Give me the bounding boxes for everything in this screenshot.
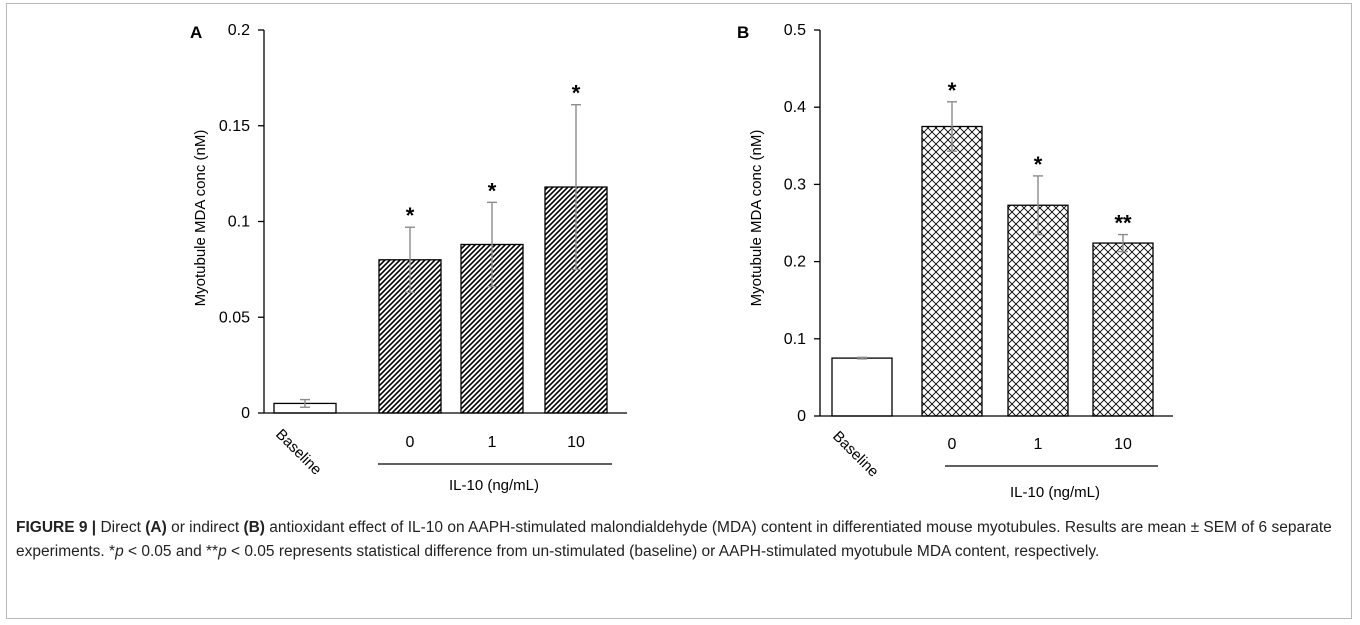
panel-a-x-group-label: IL-10 (ng/mL) — [449, 477, 539, 494]
panel-a-error-bar — [405, 226, 415, 294]
caption-text: < 0.05 and ** — [123, 543, 219, 560]
caption-text: or indirect — [166, 519, 244, 536]
panel-b-error-bar — [1033, 175, 1043, 236]
panel-b-x-tick-label: 10 — [1114, 436, 1132, 453]
figure-caption: FIGURE 9 | Direct (A) or indirect (B) an… — [16, 516, 1336, 564]
panel-a-label: A — [190, 23, 202, 42]
panel-a-y-tick-label: 0.1 — [228, 214, 250, 231]
panel-b-y-tick-label: 0 — [797, 408, 806, 425]
panel-b-bar-10 — [1092, 242, 1154, 417]
panel-a-error-bar — [571, 103, 581, 271]
caption-panel-ref-b: (B) — [243, 519, 265, 536]
panel-b-x-tick-label: 0 — [948, 436, 957, 453]
panel-b-y-tick-label: 0.1 — [784, 331, 806, 348]
panel-b-bar-1 — [1007, 204, 1069, 417]
caption-p-symbol: p — [115, 543, 124, 560]
panel-a-x-tick-label: 0 — [406, 434, 415, 451]
panel-a-significance-markers: * * * — [406, 81, 581, 229]
panel-b-error-bar — [947, 101, 957, 152]
figure-number: FIGURE 9 | — [16, 519, 97, 536]
panel-a-y-tick-label: 0.05 — [219, 309, 250, 326]
caption-text: < 0.05 represents statistical difference… — [226, 543, 1100, 560]
panel-b-error-bars — [857, 101, 1128, 360]
caption-panel-ref-a: (A) — [145, 519, 167, 536]
panel-b-significance-markers: **** — [948, 78, 1132, 236]
chart-panel-b: B Myotubule MDA conc (nM) IL-10 (ng/mL) … — [737, 22, 1173, 501]
panel-b-y-tick-label: 0.5 — [784, 22, 806, 39]
panel-b-bar-baseline — [831, 357, 893, 417]
panel-b-y-tick-label: 0.2 — [784, 254, 806, 271]
panel-a-significance-marker: * — [406, 203, 415, 228]
panel-b-significance-marker: * — [1034, 152, 1043, 177]
panel-a-y-tick-label: 0.15 — [219, 118, 250, 135]
panel-a-significance-marker: * — [488, 178, 497, 203]
panel-b-x-tick-label: 1 — [1034, 436, 1043, 453]
panel-a-y-tick-label: 0.2 — [228, 22, 250, 39]
panel-a-x-tick-label: 1 — [488, 434, 497, 451]
panel-a-error-bar — [487, 201, 497, 288]
panel-b-y-tick-label: 0.4 — [784, 99, 806, 116]
panel-a-error-bar — [300, 398, 310, 408]
panel-b-x-tick-label: Baseline — [829, 428, 882, 481]
panel-b-significance-marker: * — [948, 78, 957, 103]
panel-a-significance-marker: * — [572, 81, 581, 106]
panel-b-bar-0 — [921, 125, 983, 417]
caption-text: Direct — [96, 519, 146, 536]
panel-b-x-group-label: IL-10 (ng/mL) — [1010, 484, 1100, 501]
panel-a-y-ticks: 0 0.05 0.1 0.15 0.2 — [219, 22, 264, 422]
panel-b-y-tick-label: 0.3 — [784, 176, 806, 193]
panel-b-error-bar — [1118, 233, 1128, 253]
panel-a-x-tick-label: Baseline — [272, 426, 325, 479]
figure-charts: A Myotubule MDA conc (nM) IL-10 (ng/mL) … — [190, 22, 1173, 501]
panel-b-y-axis-title: Myotubule MDA conc (nM) — [748, 130, 765, 307]
panel-a-y-axis-title: Myotubule MDA conc (nM) — [192, 130, 209, 307]
panel-a-y-tick-label: 0 — [241, 405, 250, 422]
panel-b-significance-marker: ** — [1114, 211, 1132, 236]
panel-b-x-tick-labels: Baseline 0 1 10 — [829, 428, 1132, 481]
panel-a-bars — [273, 186, 608, 414]
panel-a-error-bars — [300, 103, 581, 408]
caption-p-symbol: p — [218, 543, 227, 560]
panel-b-bars — [831, 125, 1154, 417]
panel-b-label: B — [737, 23, 749, 42]
panel-b-y-ticks: 0 0.1 0.2 0.3 0.4 0.5 — [784, 22, 820, 425]
panel-a-x-tick-label: 10 — [567, 434, 585, 451]
caption-text: antioxidant effect of IL-10 on AAPH-stim… — [16, 519, 1332, 560]
chart-panel-a: A Myotubule MDA conc (nM) IL-10 (ng/mL) … — [190, 22, 627, 494]
panel-a-x-tick-labels: Baseline 0 1 10 — [272, 426, 585, 479]
panel-b-error-bar — [857, 356, 867, 360]
